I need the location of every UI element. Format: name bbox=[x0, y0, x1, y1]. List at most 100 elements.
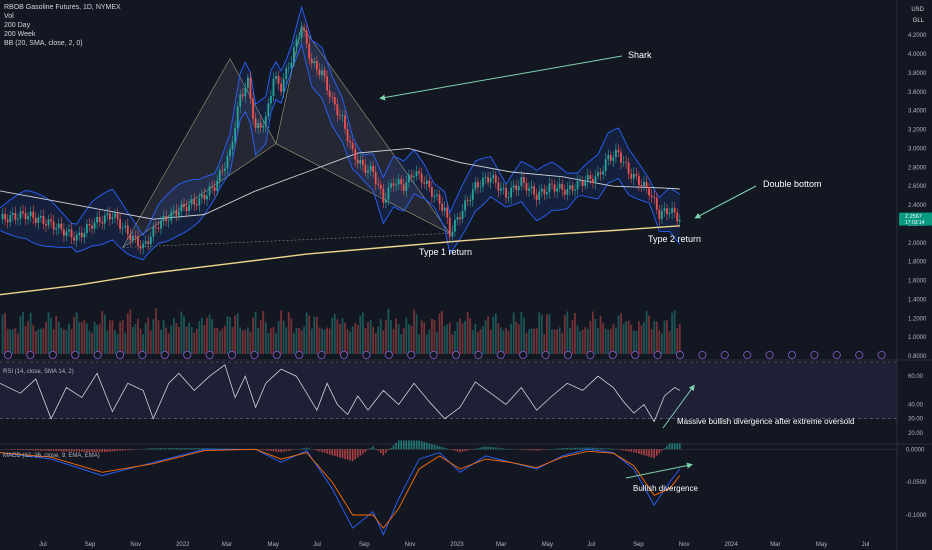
volume-bar bbox=[315, 316, 318, 354]
macd-histogram-bar bbox=[172, 448, 175, 450]
candle-body bbox=[134, 236, 137, 237]
macd-histogram-bar bbox=[466, 449, 469, 451]
volume-bar bbox=[57, 321, 60, 354]
candle-body bbox=[198, 197, 201, 206]
macd-histogram-bar bbox=[599, 448, 602, 450]
macd-tick-label: -0.1000 bbox=[906, 513, 927, 519]
candle-body bbox=[530, 186, 533, 189]
volume-bar bbox=[443, 325, 446, 354]
macd-histogram-bar bbox=[497, 447, 500, 450]
price-tick-label: 3.6000 bbox=[908, 90, 927, 96]
candle-body bbox=[83, 233, 86, 238]
candle-body bbox=[290, 62, 293, 68]
candle-body bbox=[474, 181, 477, 190]
volume-bar bbox=[637, 321, 640, 354]
macd-histogram-bar bbox=[556, 448, 558, 450]
candle-body bbox=[275, 76, 277, 80]
candle-body bbox=[139, 245, 142, 249]
macd-histogram-bar bbox=[175, 448, 178, 450]
macd-histogram-bar bbox=[461, 449, 464, 452]
macd-histogram-bar bbox=[359, 449, 362, 456]
candle-body bbox=[295, 39, 298, 48]
candle-body bbox=[272, 79, 275, 97]
roll-marker bbox=[48, 350, 57, 360]
volume-bar bbox=[589, 320, 592, 354]
macd-histogram-bar bbox=[632, 449, 635, 453]
volume-bar bbox=[645, 310, 648, 354]
volume-bar bbox=[93, 321, 96, 354]
volume-bar bbox=[27, 320, 30, 354]
candle-body bbox=[671, 208, 674, 213]
volume-bar bbox=[678, 323, 681, 354]
macd-histogram-bar bbox=[602, 448, 604, 450]
candle-body bbox=[433, 195, 436, 197]
macd-histogram-bar bbox=[190, 448, 193, 450]
macd-histogram-bar bbox=[98, 449, 101, 453]
currency-sub[interactable]: GLL bbox=[912, 18, 924, 24]
candle-body bbox=[96, 216, 99, 223]
candle-body bbox=[55, 228, 58, 230]
candle-body bbox=[78, 232, 81, 235]
volume-bar bbox=[239, 327, 242, 354]
candle-body bbox=[303, 27, 306, 31]
x-tick-label: May bbox=[816, 542, 827, 548]
volume-bar bbox=[658, 330, 661, 354]
candle-body bbox=[280, 83, 283, 92]
macd-histogram-bar bbox=[446, 448, 449, 450]
volume-bar bbox=[602, 323, 605, 354]
volume-bar bbox=[180, 311, 183, 354]
candle-body bbox=[313, 61, 316, 64]
candle-body bbox=[39, 216, 42, 218]
volume-bar bbox=[438, 313, 441, 354]
macd-title: MACD (12, 26, close, 9, EMA, EMA) bbox=[3, 453, 100, 459]
volume-bar bbox=[292, 332, 295, 354]
macd-histogram-bar bbox=[356, 449, 359, 458]
candle-body bbox=[175, 210, 178, 216]
volume-bar bbox=[497, 323, 500, 354]
candle-body bbox=[193, 199, 196, 205]
candle-body bbox=[520, 177, 523, 186]
macd-histogram-bar bbox=[275, 449, 277, 452]
volume-bar bbox=[211, 319, 214, 354]
roll-marker bbox=[205, 350, 214, 360]
currency-code[interactable]: USD bbox=[911, 7, 924, 13]
volume-bar bbox=[55, 315, 58, 354]
x-tick-label: Sep bbox=[633, 542, 644, 548]
macd-histogram-bar bbox=[86, 449, 88, 452]
candle-body bbox=[548, 183, 551, 193]
macd-histogram-bar bbox=[144, 448, 147, 450]
macd-line bbox=[0, 448, 681, 536]
indicator-vol[interactable]: Vol bbox=[4, 13, 14, 20]
candle-body bbox=[395, 184, 398, 186]
candle-body bbox=[632, 173, 635, 179]
candle-body bbox=[420, 173, 423, 183]
volume-bar bbox=[4, 312, 7, 354]
volume-bar bbox=[144, 323, 147, 354]
annotation-rsi-note: Massive bullish divergence after extreme… bbox=[677, 417, 855, 426]
candle-body bbox=[226, 156, 229, 169]
volume-bar bbox=[344, 322, 346, 354]
volume-bar bbox=[668, 331, 671, 354]
ma-200-week bbox=[0, 225, 680, 296]
volume-bar bbox=[103, 314, 106, 354]
macd-histogram-bar bbox=[277, 449, 280, 452]
candle-body bbox=[126, 225, 129, 235]
volume-bar bbox=[149, 330, 152, 354]
x-tick-label: Sep bbox=[359, 542, 370, 548]
volume-bar bbox=[505, 328, 507, 354]
macd-histogram-bar bbox=[27, 449, 29, 451]
indicator-bb[interactable]: BB (20, SMA, close, 2, 0) bbox=[4, 40, 83, 47]
arrow-rsi-divergence bbox=[662, 384, 695, 429]
volume-bar bbox=[111, 320, 114, 354]
macd-histogram-bar bbox=[29, 449, 32, 451]
x-tick-label: 2023 bbox=[450, 542, 464, 548]
bollinger-band-fill bbox=[0, 7, 680, 260]
indicator-200-week[interactable]: 200 Week bbox=[4, 31, 36, 38]
indicator-200-day[interactable]: 200 Day bbox=[4, 22, 31, 29]
symbol-title[interactable]: RBOB Gasoline Futures, 1D, NYMEX bbox=[4, 4, 121, 11]
volume-bar bbox=[70, 328, 73, 354]
candle-body bbox=[16, 218, 19, 220]
volume-bar bbox=[400, 334, 403, 354]
macd-histogram-bar bbox=[487, 446, 489, 450]
